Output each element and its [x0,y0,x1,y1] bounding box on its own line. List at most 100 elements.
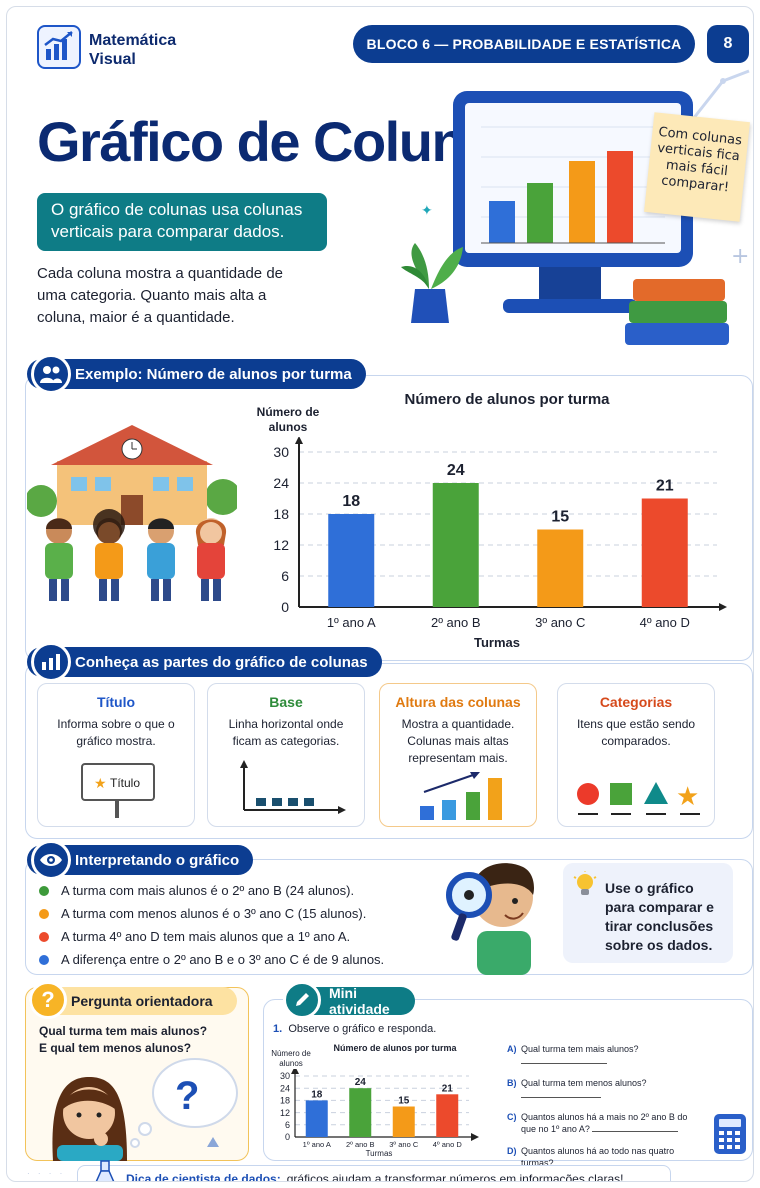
list-item-text: A turma com mais alunos é o 2º ano B (24… [61,883,355,898]
activity-number: 1. [273,1023,283,1035]
svg-text:★: ★ [676,782,699,812]
green-bullet-icon [39,885,49,896]
bar-value-label: 21 [656,478,674,495]
question-c: C) Quantos alunos há a mais no 2º ano B d… [507,1111,719,1135]
activity-instruction-text: Observe o gráfico e responda. [288,1023,437,1035]
worksheet-page: Matemática Visual BLOCO 6 — PROBABILIDADE… [6,6,754,1182]
y-tick-label: 30 [280,1071,290,1081]
interpret-list: A turma com mais alunos é o 2º ano B (24… [39,879,384,971]
question-mark-icon: ? [29,981,67,1019]
y-axis-arrow-icon [291,1069,299,1074]
question-letter: D) [507,1146,517,1156]
calculator-icon [714,1114,746,1154]
activity-header-text: Mini atividade [329,985,390,1017]
x-tick-label: 4º ano D [433,1140,463,1149]
question-a: A) Qual turma tem mais alunos? [507,1043,719,1067]
svg-text:★: ★ [94,776,107,792]
bar [305,1100,328,1137]
base-axis-icon [240,760,346,814]
footer-bold: Dica de cientista de dados: [126,1172,281,1182]
sticky-note: Com colunas verticais fica mais fácil co… [644,112,750,222]
answer-line[interactable] [521,1089,601,1098]
activity-instruction: 1. Observe o gráfico e responda. [273,1023,436,1035]
parts-header: Conheça as partes do gráfico de colunas [27,647,382,677]
intro-text: Cada coluna mostra a quantidade de uma c… [37,265,284,326]
card-base-heading: Base [269,694,303,710]
monitor-illustration: ✦ + [401,69,750,345]
flask-icon [95,1160,115,1181]
example-header-text: Exemplo: Número de alunos por turma [75,365,352,383]
main-chart-xlabel: Turmas [474,635,520,650]
bar [349,1088,372,1137]
y-tick-label: 0 [281,599,289,615]
orange-bullet-icon [39,908,49,919]
title-sign-icon: ★ Título [81,763,155,818]
question-letter: A) [507,1044,517,1054]
card-title-heading: Título [96,694,136,710]
mini-chart: 0 6 12 18 24 30 18 1º ano A 24 2º ano B 15 3º ano C… [280,1069,479,1149]
main-chart: 0 6 12 18 24 30 18 1º ano A 24 2º ano B 15 3º ano C… [273,437,727,630]
sign-text: Título [110,776,140,790]
bar-value-label: 24 [355,1077,367,1088]
question-text: Qual turma tem mais alunos? E qual tem m… [39,1024,208,1055]
x-axis-arrow-icon [471,1133,479,1141]
y-tick-label: 24 [273,475,289,491]
bar [436,1094,459,1137]
parts-header-text: Conheça as partes do gráfico de colunas [75,653,368,671]
bar-value-label: 18 [342,493,360,510]
footer-tip: Dica de cientista de dados: gráficos ajud… [77,1165,671,1182]
dots-decoration: · · · · [27,1169,66,1178]
y-tick-label: 24 [280,1083,290,1093]
card-base-text: Linha horizontal onde ficam as categoria… [228,717,344,748]
list-item-text: A diferença entre o 2º ano B e o 3º ano … [61,952,385,967]
main-chart-title: Número de alunos por turma [404,391,610,408]
card-base: Base Linha horizontal onde ficam as cate… [207,683,365,827]
y-tick-label: 12 [280,1108,290,1118]
y-tick-label: 6 [285,1120,290,1130]
page-title: Gráfico de Colunas [37,110,525,173]
list-item-text: A turma 4º ano D tem mais alunos que a 1… [61,929,351,944]
block-badge: BLOCO 6 — PROBABILIDADE E ESTATÍSTICA [353,25,695,63]
girl-thinking-illustration: ? [52,1058,238,1161]
list-item: A turma 4º ano D tem mais alunos que a 1… [39,925,384,948]
list-item: A turma com menos alunos é o 3º ano C (1… [39,902,384,925]
question-letter: B) [507,1078,517,1088]
bar-value-label: 18 [311,1089,323,1100]
list-item: A diferença entre o 2º ano B e o 3º ano … [39,948,384,971]
svg-text:+: + [731,244,749,269]
bar [392,1106,415,1137]
x-tick-label: 2º ano B [431,615,481,630]
thought-question-mark: ? [175,1074,199,1118]
boy-magnifier-illustration [446,863,534,975]
chart-logo-icon [37,25,81,69]
main-chart-ylabel: Número de alunos [256,405,320,434]
bar [641,498,688,607]
question-text: Qual turma tem menos alunos? [521,1078,647,1088]
x-axis-arrow-icon [719,603,727,611]
question-b: B) Qual turma tem menos alunos? [507,1077,719,1101]
answer-line[interactable] [592,1123,679,1132]
eye-icon [31,840,71,880]
chart-parts-icon [31,642,71,682]
card-height: Altura das colunas Mostra a quantidade. … [379,683,537,827]
list-item-text: A turma com menos alunos é o 3º ano C (1… [61,906,367,921]
y-axis-arrow-icon [295,437,303,444]
pencil-icon [283,981,321,1019]
answer-line[interactable] [521,1055,607,1064]
bar-value-label: 15 [398,1096,410,1107]
logo-line2: Visual [89,51,136,68]
mini-chart-ylabel: Número de alunos [271,1049,311,1068]
page-number: 8 [707,25,749,63]
card-height-heading: Altura das colunas [395,694,521,710]
example-header: Exemplo: Número de alunos por turma [27,359,366,389]
students-icon [31,354,71,394]
y-tick-label: 6 [281,568,289,584]
x-tick-label: 1º ano A [327,615,376,630]
bar [432,483,479,607]
lead-box: O gráfico de colunas usa colunas vertica… [37,193,327,251]
bar-value-label: 15 [551,509,569,526]
question-text: Quantos alunos há ao todo nas quatro tur… [521,1146,675,1168]
footer-text: gráficos ajudam a transformar números em… [286,1172,624,1182]
y-tick-label: 18 [280,1096,290,1106]
list-item: A turma com mais alunos é o 2º ano B (24… [39,879,384,902]
